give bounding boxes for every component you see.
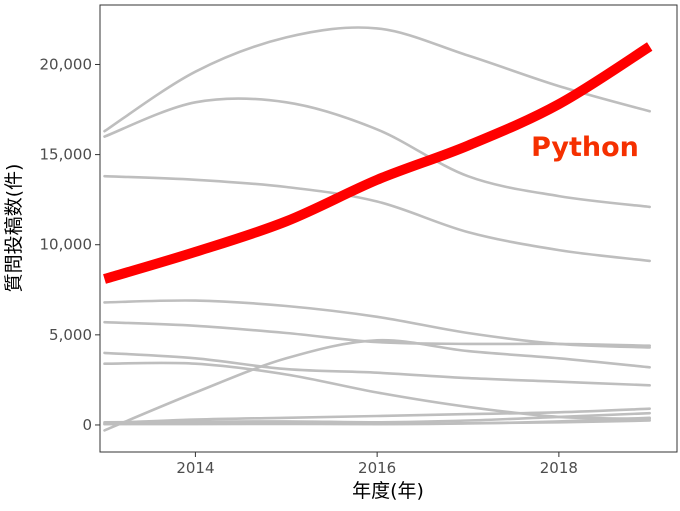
y-axis-title: 質問投稿数(件): [3, 164, 25, 293]
series-line-5: [103, 320, 651, 347]
series-line-1: [103, 26, 651, 133]
series-line-2: [103, 97, 651, 209]
series-line-8: [103, 338, 651, 432]
x-tick-label: 2016: [358, 459, 396, 477]
x-tick-label: 2018: [540, 459, 578, 477]
series-line-12: [103, 419, 651, 426]
x-axis: 2014 2016 2018: [176, 452, 578, 477]
y-tick-label: 10,000: [40, 236, 93, 254]
y-axis: 0 5,000 10,000 15,000 20,000: [40, 55, 100, 434]
y-tick-label: 15,000: [40, 146, 93, 164]
series-line-3: [103, 174, 651, 263]
y-tick-label: 0: [82, 416, 92, 434]
highlight-layer: [103, 42, 653, 284]
plot-panel: [99, 4, 678, 453]
x-axis-title: 年度(年): [352, 480, 424, 502]
series-line-9: [103, 407, 651, 425]
series-line-python: [103, 42, 653, 284]
y-tick-label: 5,000: [49, 326, 92, 344]
y-tick-label: 20,000: [40, 55, 93, 73]
x-tick-label: 2014: [176, 459, 214, 477]
series-line-6: [103, 351, 651, 387]
series-layer: [103, 26, 651, 432]
series-line-10: [103, 411, 651, 424]
series-label-python: Python: [531, 132, 639, 163]
